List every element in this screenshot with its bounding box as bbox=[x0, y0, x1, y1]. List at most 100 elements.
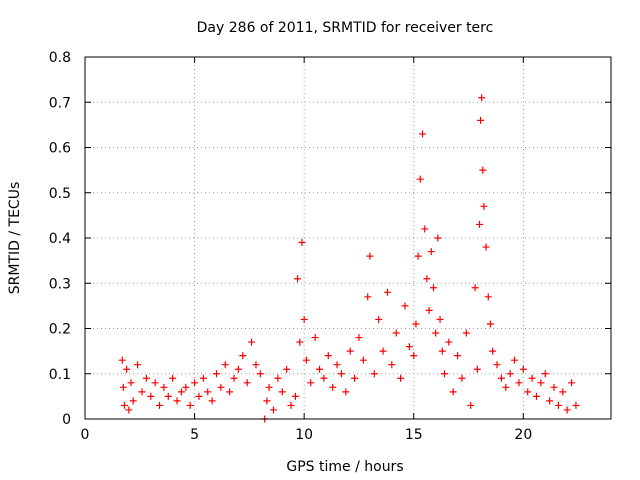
data-point bbox=[118, 356, 126, 364]
grid bbox=[85, 57, 611, 419]
data-point bbox=[204, 388, 212, 396]
y-tick-label: 0.8 bbox=[49, 50, 71, 66]
x-tick-label: 5 bbox=[190, 427, 199, 443]
data-point bbox=[291, 392, 299, 400]
data-point bbox=[160, 383, 168, 391]
data-point bbox=[454, 352, 462, 360]
data-point bbox=[329, 383, 337, 391]
y-tick-label: 0 bbox=[62, 412, 71, 428]
data-point bbox=[265, 383, 273, 391]
data-point bbox=[252, 361, 260, 369]
data-point bbox=[147, 392, 155, 400]
data-point bbox=[346, 347, 354, 355]
data-point bbox=[401, 302, 409, 310]
data-point bbox=[445, 338, 453, 346]
y-tick-label: 0.1 bbox=[49, 367, 71, 383]
data-point bbox=[333, 361, 341, 369]
data-point bbox=[476, 220, 483, 228]
data-point bbox=[477, 116, 485, 124]
x-tick-label: 20 bbox=[514, 427, 532, 443]
data-point bbox=[364, 293, 372, 301]
data-point bbox=[123, 365, 131, 373]
data-point bbox=[248, 338, 256, 346]
data-point bbox=[462, 329, 470, 337]
data-point bbox=[554, 401, 562, 409]
data-point bbox=[234, 365, 242, 373]
data-point bbox=[239, 352, 247, 360]
data-point bbox=[191, 379, 199, 387]
data-point bbox=[497, 374, 505, 382]
data-point bbox=[502, 383, 510, 391]
data-point bbox=[473, 365, 481, 373]
x-tick-label: 0 bbox=[81, 427, 90, 443]
y-axis-label: SRMTID / TECUs bbox=[7, 182, 23, 295]
data-point bbox=[296, 338, 304, 346]
data-point bbox=[256, 370, 264, 378]
plot-frame bbox=[84, 56, 612, 420]
data-point bbox=[479, 166, 487, 174]
y-tick-label: 0.2 bbox=[49, 322, 71, 338]
data-point bbox=[129, 397, 137, 405]
data-point bbox=[300, 315, 308, 323]
data-point bbox=[449, 388, 457, 396]
data-point bbox=[221, 361, 229, 369]
data-point bbox=[119, 383, 127, 391]
data-point bbox=[486, 320, 494, 328]
data-point bbox=[142, 374, 150, 382]
data-point bbox=[392, 329, 400, 337]
data-point bbox=[199, 374, 207, 382]
data-point bbox=[427, 248, 435, 256]
data-point bbox=[230, 374, 238, 382]
data-point bbox=[138, 388, 146, 396]
data-point bbox=[359, 356, 367, 364]
data-point bbox=[559, 388, 567, 396]
data-point bbox=[541, 370, 549, 378]
chart-title: Day 286 of 2011, SRMTID for receiver ter… bbox=[197, 20, 494, 36]
data-point bbox=[120, 401, 128, 409]
data-point bbox=[355, 334, 363, 342]
data-point bbox=[375, 315, 383, 323]
data-point bbox=[226, 388, 234, 396]
data-point bbox=[489, 347, 497, 355]
data-point bbox=[568, 379, 576, 387]
data-point bbox=[263, 397, 271, 405]
data-point bbox=[351, 374, 359, 382]
data-point bbox=[169, 374, 177, 382]
data-point bbox=[478, 94, 486, 102]
data-point bbox=[208, 397, 216, 405]
data-point bbox=[156, 401, 164, 409]
data-point bbox=[243, 379, 251, 387]
data-point bbox=[388, 361, 396, 369]
data-point bbox=[438, 347, 446, 355]
data-point bbox=[434, 234, 442, 242]
data-point bbox=[506, 370, 514, 378]
data-point bbox=[458, 374, 466, 382]
data-point bbox=[195, 392, 203, 400]
data-point bbox=[217, 383, 225, 391]
data-point bbox=[416, 175, 424, 183]
data-point bbox=[177, 388, 185, 396]
data-point bbox=[269, 406, 277, 414]
data-point bbox=[307, 379, 315, 387]
data-point bbox=[440, 370, 448, 378]
y-tick-label: 0.6 bbox=[49, 141, 71, 157]
data-point bbox=[524, 388, 532, 396]
data-point bbox=[370, 370, 378, 378]
data-point bbox=[173, 397, 181, 405]
x-axis-label: GPS time / hours bbox=[286, 459, 403, 475]
x-tick-label: 15 bbox=[405, 427, 423, 443]
data-point bbox=[550, 383, 558, 391]
axis-ticks: 0 5 10 15 20 0 0.1 0.2 0.3 0.4 0.5 0.6 0.7 0.8 bbox=[49, 50, 611, 443]
data-point bbox=[397, 374, 405, 382]
data-point bbox=[342, 388, 350, 396]
data-point bbox=[324, 352, 332, 360]
y-tick-label: 0.4 bbox=[49, 231, 71, 247]
data-point bbox=[421, 225, 429, 233]
data-point bbox=[467, 401, 475, 409]
data-point bbox=[182, 383, 190, 391]
data-point bbox=[436, 315, 444, 323]
data-point bbox=[366, 252, 374, 260]
data-point bbox=[316, 365, 324, 373]
data-point bbox=[432, 329, 440, 337]
